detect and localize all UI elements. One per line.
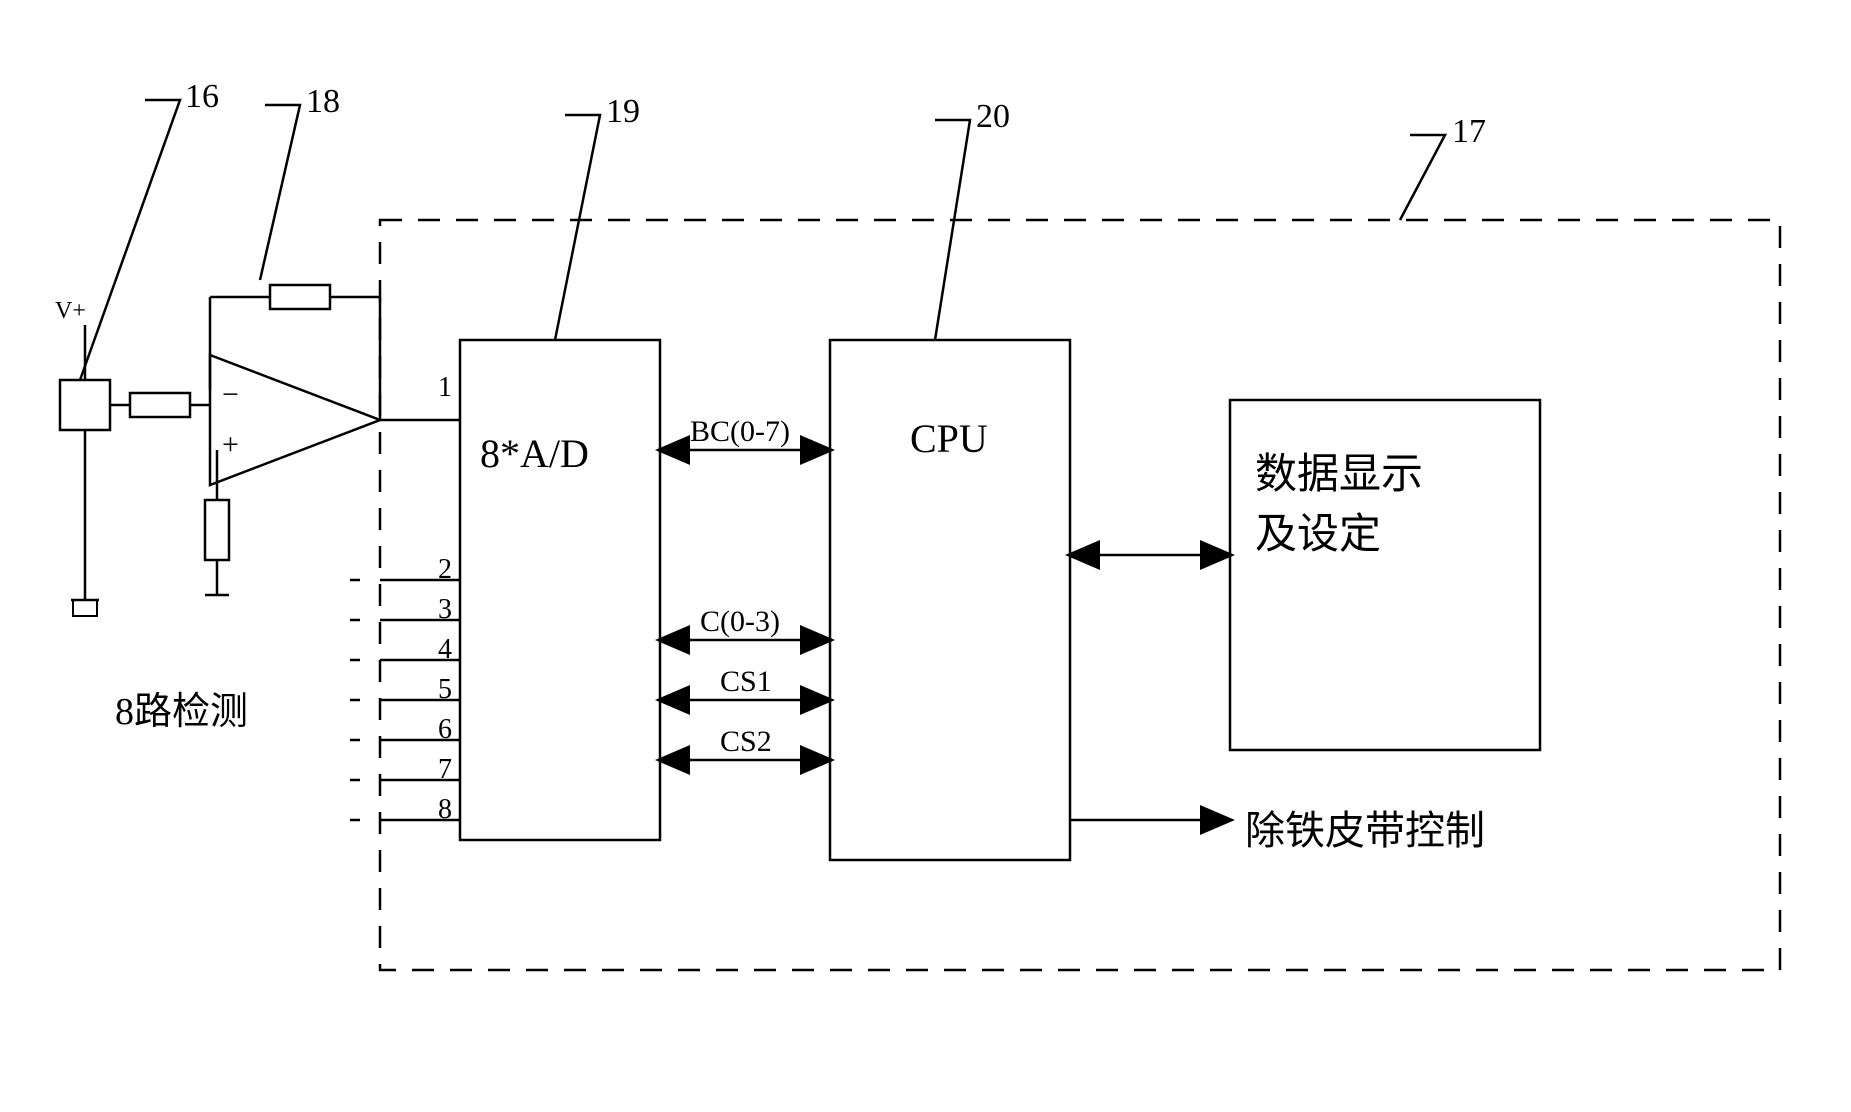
cpu-label: CPU: [910, 415, 988, 462]
bus-bc-label: BC(0-7): [690, 415, 790, 449]
leader-18: [260, 105, 300, 280]
ref-20: 20: [976, 98, 1010, 136]
resistor-feedback: [270, 285, 330, 309]
block-diagram: 16 18 19 20 17 V+ − + 8路检测 8*A/D CPU 数据显…: [0, 0, 1851, 1112]
opamp-plus: +: [222, 428, 239, 462]
resistor-ground: [205, 500, 229, 560]
pin-2: 2: [438, 554, 452, 586]
display-label-line2: 及设定: [1255, 500, 1381, 561]
ref-16: 16: [185, 78, 219, 116]
vplus-label: V+: [55, 298, 86, 325]
pin-8: 8: [438, 794, 452, 826]
pin-7: 7: [438, 754, 452, 786]
leader-17: [1400, 135, 1445, 220]
ref-19: 19: [606, 93, 640, 131]
leader-16: [80, 100, 180, 380]
ad-block: [460, 340, 660, 840]
opamp-minus: −: [222, 378, 239, 412]
ad-label: 8*A/D: [480, 430, 589, 477]
bus-cs2-label: CS2: [720, 725, 772, 759]
display-label-line1: 数据显示: [1255, 440, 1423, 501]
ref-17: 17: [1452, 113, 1486, 151]
pin-5: 5: [438, 674, 452, 706]
sensor-box: [60, 380, 110, 430]
pin-3: 3: [438, 594, 452, 626]
mcu-enclosure: [380, 220, 1780, 970]
pin-4: 4: [438, 634, 452, 666]
resistor-input: [130, 393, 190, 417]
pin-1: 1: [438, 372, 452, 404]
belt-control-label: 除铁皮带控制: [1245, 798, 1485, 856]
bus-cs1-label: CS1: [720, 665, 772, 699]
eight-channel-label: 8路检测: [115, 680, 248, 735]
ref-18: 18: [306, 83, 340, 121]
leader-20: [935, 120, 970, 340]
diagram-svg: [0, 0, 1851, 1112]
bus-c-label: C(0-3): [700, 605, 780, 639]
leader-19: [555, 115, 600, 340]
op-amp: [210, 355, 380, 485]
pin-6: 6: [438, 714, 452, 746]
